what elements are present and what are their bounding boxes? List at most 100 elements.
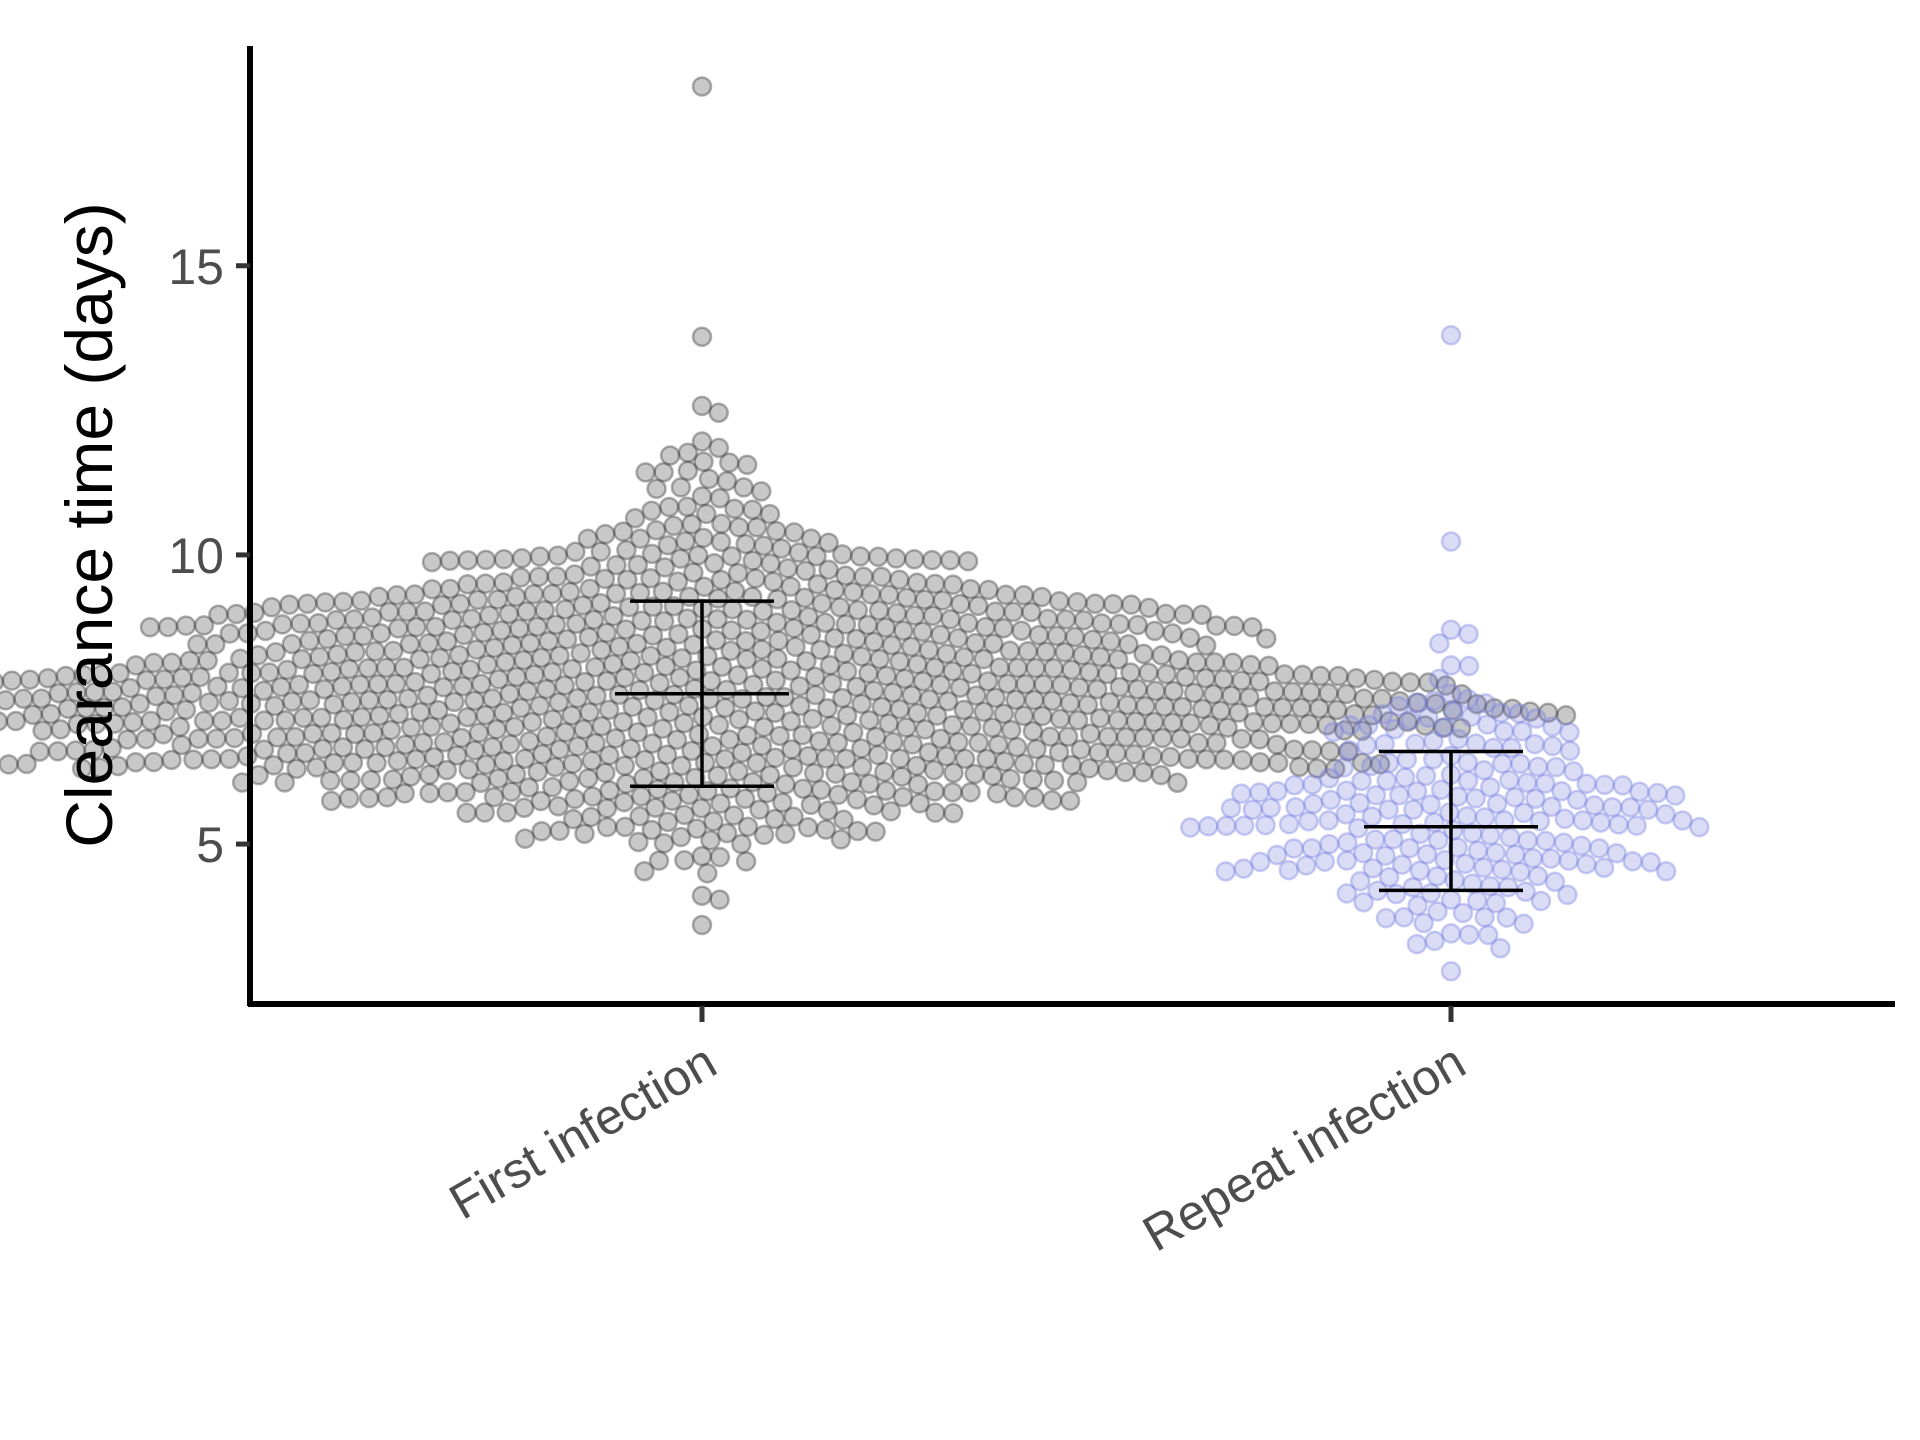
data-point [824, 579, 845, 601]
data-point [967, 595, 989, 617]
data-point [1283, 739, 1305, 760]
data-point [1420, 794, 1441, 815]
data-point [828, 784, 849, 806]
data-point [361, 607, 383, 628]
data-point [1508, 703, 1530, 724]
data-point [444, 691, 465, 713]
data-point [830, 829, 852, 850]
data-point [542, 776, 563, 798]
data-point [1361, 755, 1382, 777]
data-point [711, 656, 733, 677]
data-point [351, 590, 372, 611]
data-point [1516, 772, 1538, 793]
data-point [674, 804, 695, 826]
data-point [306, 757, 327, 778]
data-point [627, 554, 649, 576]
data-point [529, 546, 551, 567]
data-point [657, 811, 679, 833]
data-point [989, 657, 1010, 678]
data-point [1067, 592, 1088, 613]
data-point [780, 576, 801, 597]
data-point [771, 538, 792, 559]
data-point [1440, 324, 1462, 346]
data-point [1351, 752, 1373, 774]
data-point [1215, 861, 1237, 882]
data-point [1079, 661, 1100, 683]
data-point [1232, 749, 1253, 771]
data-point [1511, 720, 1533, 742]
data-point [517, 681, 538, 702]
data-point [22, 704, 44, 726]
data-point [1088, 742, 1109, 763]
data-point [369, 705, 390, 727]
data-point [1513, 802, 1535, 824]
data-point [805, 684, 826, 706]
data-point [1504, 787, 1526, 808]
data-point [657, 534, 679, 556]
data-point [751, 735, 773, 757]
data-point [1233, 858, 1254, 879]
data-point [1572, 810, 1594, 831]
data-point [281, 633, 303, 655]
data-point [950, 593, 971, 615]
data-point [1647, 782, 1668, 804]
data-point [383, 640, 404, 662]
data-point [783, 617, 805, 639]
data-point [475, 573, 496, 594]
data-point [659, 701, 680, 723]
data-point [1392, 813, 1413, 835]
data-point [1124, 744, 1145, 765]
data-point [442, 609, 463, 631]
data-point [1264, 681, 1285, 702]
data-point [882, 682, 904, 703]
data-point [1537, 702, 1559, 724]
data-point [1485, 842, 1507, 863]
data-point [0, 754, 19, 775]
data-point [1353, 688, 1375, 709]
data-point [1376, 770, 1397, 791]
data-point [376, 787, 398, 808]
data-point [1527, 865, 1549, 887]
data-point [1378, 752, 1400, 774]
data-point [1144, 620, 1165, 642]
data-point [1339, 714, 1361, 736]
data-point [446, 745, 468, 766]
data-point [1362, 704, 1383, 726]
data-point [1388, 695, 1410, 717]
data-point [1224, 615, 1245, 637]
data-point [421, 579, 443, 600]
data-point [709, 846, 731, 868]
data-point [404, 584, 426, 605]
data-point [653, 461, 674, 483]
data-point [1109, 676, 1131, 698]
x-ticks: First infection Repeat infection [440, 1006, 1475, 1262]
data-point [1319, 740, 1341, 762]
data-point [707, 608, 728, 630]
data-point [667, 571, 689, 592]
data-point [1000, 719, 1022, 741]
data-point [456, 802, 477, 824]
data-point [1502, 698, 1523, 719]
data-point [723, 805, 745, 826]
data-point [1191, 604, 1213, 625]
data-point [1120, 594, 1142, 615]
data-point [765, 520, 787, 542]
data-point [670, 477, 692, 498]
data-point [664, 772, 685, 793]
data-point [1023, 689, 1045, 711]
data-point [1371, 688, 1393, 710]
data-point [1372, 704, 1394, 725]
data-point [1407, 895, 1428, 916]
data-point [1559, 722, 1580, 743]
data-point [993, 703, 1015, 724]
data-point [102, 681, 123, 703]
data-point [1266, 844, 1288, 866]
data-point [143, 751, 164, 773]
data-point [629, 805, 650, 827]
data-point [1496, 907, 1518, 928]
data-point [1413, 912, 1434, 934]
data-point [342, 752, 364, 773]
data-point [783, 806, 804, 827]
data-point [474, 802, 495, 823]
data-point [641, 819, 663, 841]
